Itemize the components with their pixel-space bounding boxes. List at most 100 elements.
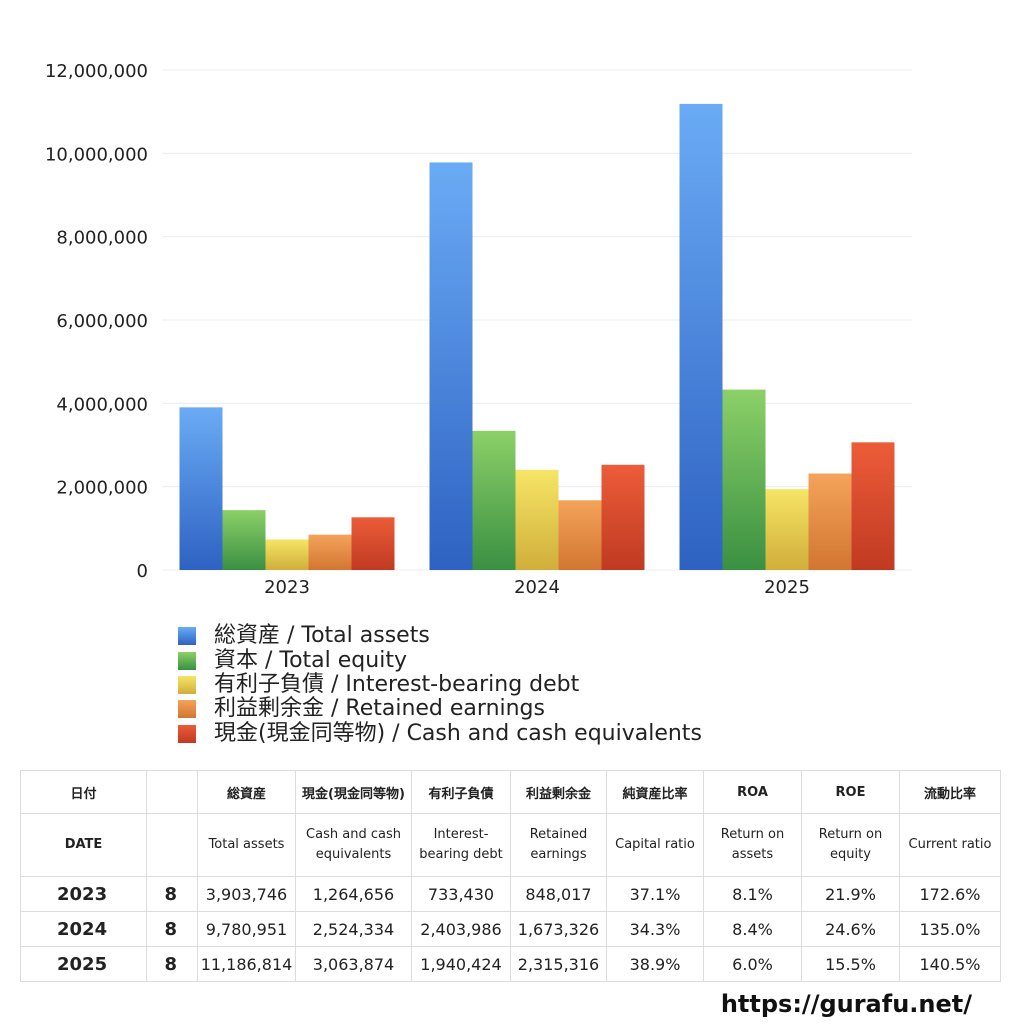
header-roe-en: Return on equity — [801, 813, 900, 877]
header-total-assets-en: Total assets — [197, 813, 296, 877]
header-debt-en: Interest-bearing debt — [411, 813, 511, 877]
table-header-jp: 日付 総資産 現金(現金同等物) 有利子負債 利益剰余金 純資産比率 ROA R… — [20, 770, 1001, 814]
legend-label: 利益剰余金 / Retained earnings — [214, 696, 545, 722]
cell-total-assets: 9,780,951 — [197, 911, 296, 947]
x-tick-label: 2023 — [264, 577, 310, 598]
bar-chart: 0 2,000,000 4,000,000 6,000,000 8,000,000 10,… — [45, 61, 912, 598]
y-axis: 0 2,000,000 4,000,000 6,000,000 8,000,000 10,… — [45, 61, 148, 582]
cell-debt: 1,940,424 — [411, 946, 511, 982]
cell-capital-ratio: 38.9% — [606, 946, 704, 982]
bar — [765, 489, 809, 570]
header-total-assets: 総資産 — [197, 770, 296, 814]
cell-roe: 15.5% — [801, 946, 900, 982]
bar — [472, 430, 516, 570]
header-capital-ratio-en: Capital ratio — [606, 813, 704, 877]
cell-cash: 2,524,334 — [295, 911, 412, 947]
cell-roa: 8.1% — [703, 876, 802, 912]
legend-item: 現金(現金同等物) / Cash and cash equivalents — [178, 722, 702, 746]
y-tick-label: 10,000,000 — [45, 144, 148, 165]
header-roa: ROA — [703, 770, 802, 814]
cell-year: 2024 — [20, 911, 147, 947]
cell-cash: 1,264,656 — [295, 876, 412, 912]
bar — [308, 534, 352, 570]
bar — [265, 539, 309, 570]
header-date-en: DATE — [20, 813, 147, 877]
x-axis: 2023 2024 2025 — [264, 577, 810, 598]
cell-month: 8 — [146, 911, 198, 947]
cell-capital-ratio: 34.3% — [606, 911, 704, 947]
legend-item: 有利子負債 / Interest-bearing debt — [178, 673, 702, 697]
cell-current-ratio: 172.6% — [899, 876, 1001, 912]
cell-debt: 733,430 — [411, 876, 511, 912]
cell-total-assets: 3,903,746 — [197, 876, 296, 912]
cell-year: 2023 — [20, 876, 147, 912]
table-header-en: DATE Total assets Cash and cash equivale… — [20, 813, 1001, 877]
cell-roa: 8.4% — [703, 911, 802, 947]
y-tick-label: 12,000,000 — [45, 61, 148, 82]
header-cash-en: Cash and cash equivalents — [295, 813, 412, 877]
bar — [808, 473, 852, 570]
header-capital-ratio: 純資産比率 — [606, 770, 704, 814]
legend-item: 利益剰余金 / Retained earnings — [178, 697, 702, 721]
cell-current-ratio: 135.0% — [899, 911, 1001, 947]
y-tick-label: 0 — [137, 561, 148, 582]
header-retained: 利益剰余金 — [510, 770, 607, 814]
header-month-en — [146, 813, 198, 877]
y-tick-label: 2,000,000 — [56, 478, 148, 499]
cell-cash: 3,063,874 — [295, 946, 412, 982]
legend-item: 総資産 / Total assets — [178, 624, 702, 648]
chart-bars — [179, 103, 895, 570]
bar — [679, 103, 723, 570]
header-current-ratio: 流動比率 — [899, 770, 1001, 814]
bar — [851, 442, 895, 570]
x-tick-label: 2025 — [764, 577, 810, 598]
bar — [222, 510, 266, 570]
table-row: 2025 8 11,186,814 3,063,874 1,940,424 2,… — [20, 946, 1001, 982]
bar — [558, 500, 602, 570]
bar — [722, 389, 766, 570]
header-roa-en: Return on assets — [703, 813, 802, 877]
cell-month: 8 — [146, 876, 198, 912]
bar — [351, 517, 395, 570]
bar — [601, 464, 645, 570]
header-debt: 有利子負債 — [411, 770, 511, 814]
cell-current-ratio: 140.5% — [899, 946, 1001, 982]
y-tick-label: 4,000,000 — [56, 394, 148, 415]
cell-year: 2025 — [20, 946, 147, 982]
x-tick-label: 2024 — [514, 577, 560, 598]
cell-total-assets: 11,186,814 — [197, 946, 296, 982]
cell-roa: 6.0% — [703, 946, 802, 982]
header-date: 日付 — [20, 770, 147, 814]
table-row: 2023 8 3,903,746 1,264,656 733,430 848,0… — [20, 876, 1001, 912]
cell-debt: 2,403,986 — [411, 911, 511, 947]
bar — [429, 162, 473, 570]
cell-month: 8 — [146, 946, 198, 982]
legend-label: 有利子負債 / Interest-bearing debt — [214, 671, 580, 697]
financial-table: 日付 総資産 現金(現金同等物) 有利子負債 利益剰余金 純資産比率 ROA R… — [20, 770, 1001, 982]
bar — [515, 469, 559, 570]
legend-item: 資本 / Total equity — [178, 648, 702, 672]
cell-retained: 1,673,326 — [510, 911, 607, 947]
legend-label: 総資産 / Total assets — [214, 623, 430, 649]
chart-legend: 総資産 / Total assets 資本 / Total equity 有利子… — [178, 624, 702, 746]
header-cash: 現金(現金同等物) — [295, 770, 412, 814]
cell-roe: 21.9% — [801, 876, 900, 912]
legend-swatch-cash — [178, 724, 196, 743]
header-retained-en: Retained earnings — [510, 813, 607, 877]
y-tick-label: 8,000,000 — [56, 228, 148, 249]
cell-retained: 848,017 — [510, 876, 607, 912]
legend-swatch-total-equity — [178, 651, 196, 670]
table-row: 2024 8 9,780,951 2,524,334 2,403,986 1,6… — [20, 911, 1001, 947]
cell-capital-ratio: 37.1% — [606, 876, 704, 912]
site-url: https://gurafu.net/ — [720, 990, 972, 1018]
y-tick-label: 6,000,000 — [56, 311, 148, 332]
legend-swatch-total-assets — [178, 627, 196, 646]
header-roe: ROE — [801, 770, 900, 814]
legend-label: 資本 / Total equity — [214, 647, 407, 673]
header-month — [146, 770, 198, 814]
legend-swatch-interest-bearing-debt — [178, 675, 196, 694]
legend-swatch-retained-earnings — [178, 700, 196, 719]
bar — [179, 407, 223, 570]
legend-label: 現金(現金同等物) / Cash and cash equivalents — [214, 720, 702, 746]
cell-retained: 2,315,316 — [510, 946, 607, 982]
